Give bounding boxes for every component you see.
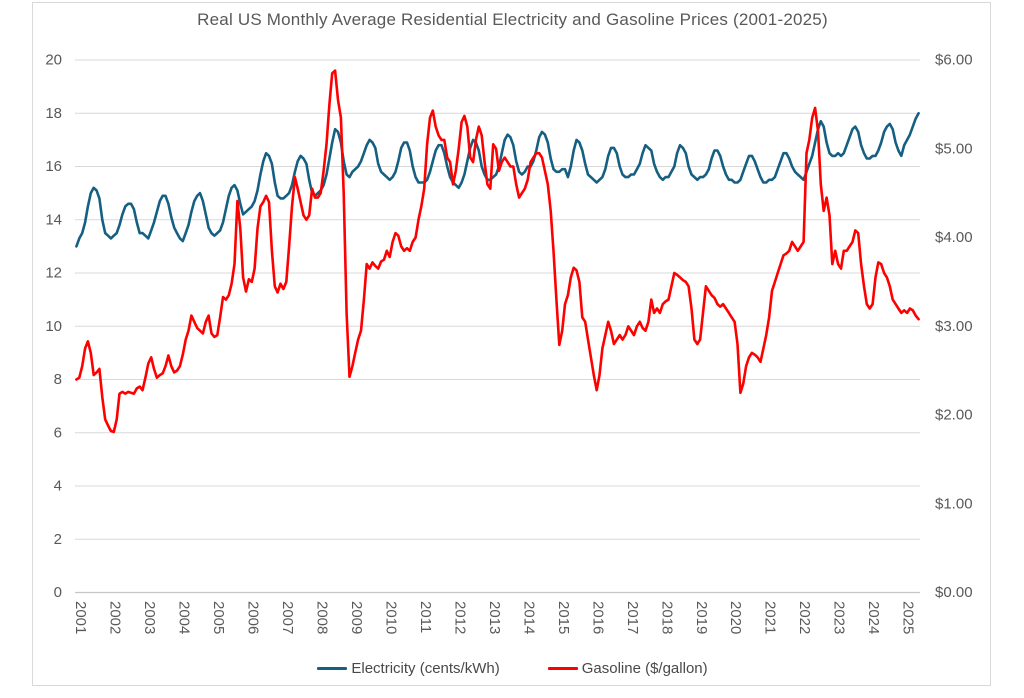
x-axis-tick-label: 2001	[72, 601, 89, 634]
x-axis-tick-label: 2005	[210, 601, 227, 634]
electricity-line	[75, 112, 920, 248]
legend-item-electricity: Electricity (cents/kWh)	[317, 660, 500, 677]
legend-label-electricity: Electricity (cents/kWh)	[351, 660, 500, 677]
left-axis-tick-label: 14	[45, 211, 62, 228]
right-axis-tick-label: $2.00	[935, 407, 973, 424]
chart-legend: Electricity (cents/kWh) Gasoline ($/gall…	[32, 660, 993, 677]
gasoline-line-swatch	[547, 667, 578, 670]
x-axis-tick-label: 2003	[141, 601, 158, 634]
electricity-line-swatch	[317, 667, 348, 670]
right-axis-tick-label: $3.00	[935, 318, 973, 335]
x-axis-tick-label: 2009	[348, 601, 365, 634]
x-axis-tick-label: 2025	[900, 601, 917, 634]
legend-label-gasoline: Gasoline ($/gallon)	[581, 660, 708, 677]
left-axis-tick-label: 18	[45, 105, 62, 122]
left-axis-tick-label: 16	[45, 158, 62, 175]
x-axis-tick-label: 2015	[555, 601, 572, 634]
x-axis-tick-label: 2004	[175, 601, 192, 634]
x-axis-tick-label: 2021	[762, 601, 779, 634]
right-axis-tick-label: $4.00	[935, 229, 973, 246]
gasoline-line	[75, 69, 920, 434]
left-axis-tick-label: 4	[54, 478, 62, 495]
x-axis-tick-label: 2024	[865, 601, 882, 634]
x-axis-tick-label: 2016	[589, 601, 606, 634]
legend-item-gasoline: Gasoline ($/gallon)	[547, 660, 708, 677]
right-axis-tick-label: $0.00	[935, 584, 973, 601]
x-axis-tick-label: 2012	[451, 601, 468, 634]
left-axis-tick-label: 2	[54, 531, 62, 548]
x-axis-tick-label: 2011	[417, 601, 434, 633]
x-axis-tick-label: 2008	[313, 601, 330, 634]
x-axis-tick-label: 2019	[693, 601, 710, 634]
left-axis-tick-label: 12	[45, 265, 62, 282]
x-axis-tick-label: 2013	[486, 601, 503, 634]
left-axis-tick-label: 20	[45, 52, 62, 69]
x-axis-tick-label: 2018	[658, 601, 675, 634]
x-axis-tick-label: 2007	[279, 601, 296, 634]
x-axis-tick-label: 2022	[796, 601, 813, 634]
left-axis-tick-label: 0	[54, 584, 62, 601]
left-axis-tick-label: 10	[45, 318, 62, 335]
x-axis-tick-label: 2006	[244, 601, 261, 634]
chart-outer-border	[32, 2, 991, 686]
right-axis-tick-label: $5.00	[935, 140, 973, 157]
right-axis-tick-label: $6.00	[935, 52, 973, 69]
x-axis-tick-label: 2020	[727, 601, 744, 634]
x-axis-tick-label: 2017	[624, 601, 641, 634]
x-axis-tick-label: 2010	[382, 601, 399, 634]
right-axis-tick-label: $1.00	[935, 495, 973, 512]
left-axis-tick-label: 8	[54, 371, 62, 388]
chart-title: Real US Monthly Average Residential Elec…	[197, 10, 828, 29]
left-axis-tick-label: 6	[54, 424, 62, 441]
x-axis-tick-label: 2014	[520, 601, 537, 634]
x-axis-tick-label: 2023	[831, 601, 848, 634]
x-axis-tick-label: 2002	[106, 601, 123, 634]
